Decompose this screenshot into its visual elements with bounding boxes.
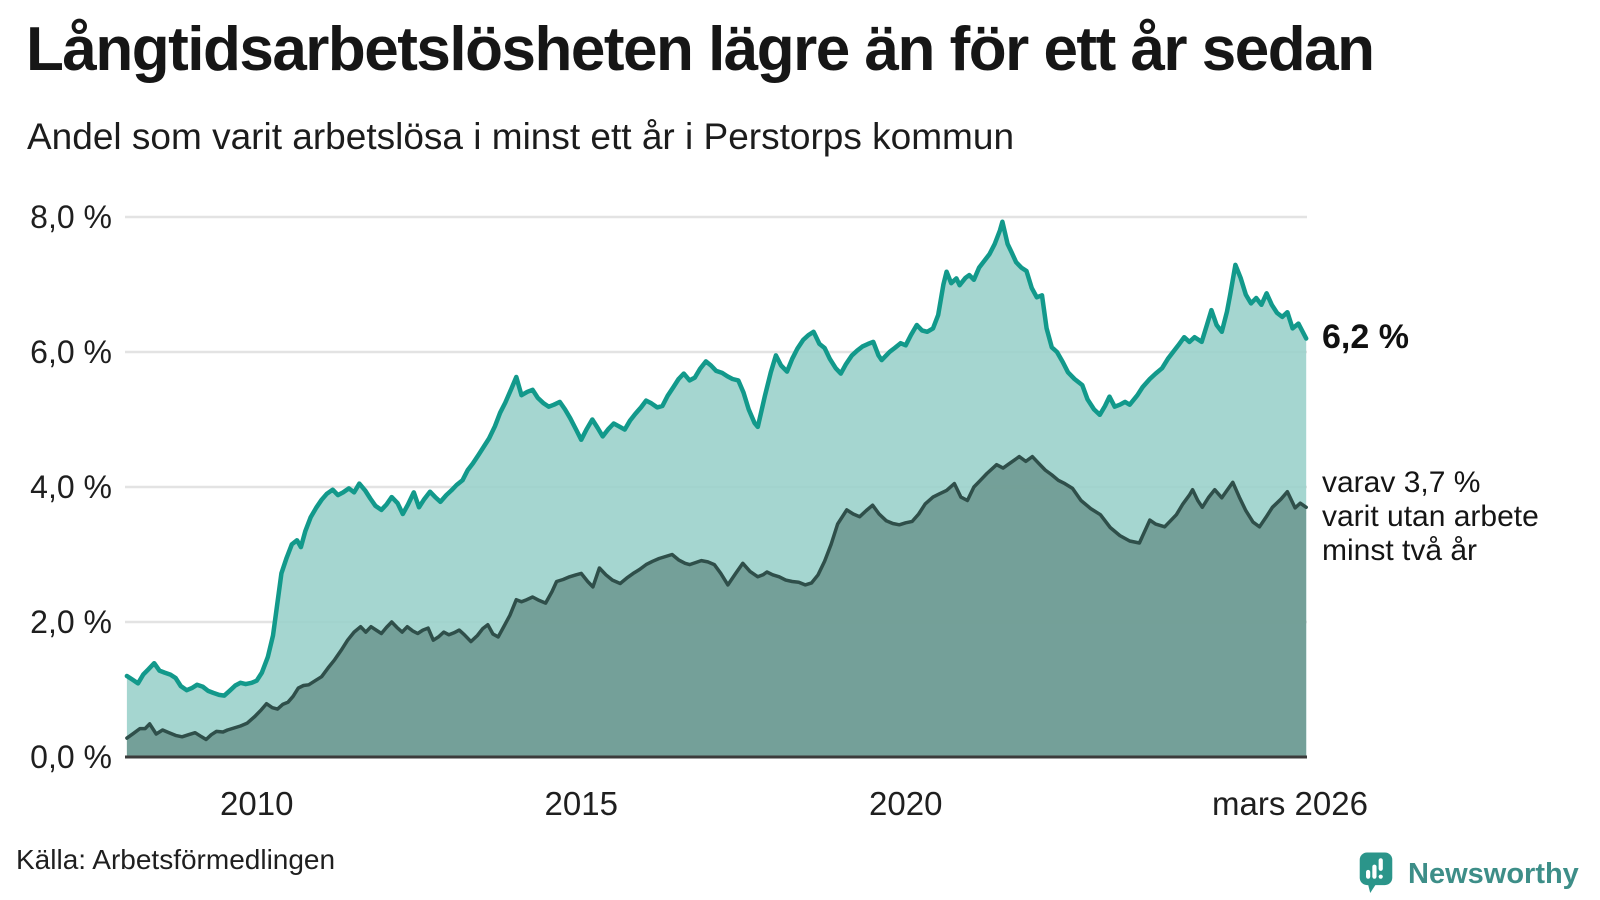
total-unemployed-line (124, 219, 1309, 698)
page-subtitle: Andel som varit arbetslösa i minst ett å… (27, 116, 1015, 157)
two-year-unemployed-line (125, 454, 1308, 742)
y-axis-tick-0: 0,0 % (30, 739, 112, 775)
two-year-annotation-line-2: varit utan arbete (1322, 500, 1539, 533)
two-year-annotation-line-1: varav 3,7 % (1322, 466, 1481, 499)
page-title: Långtidsarbetslösheten lägre än för ett … (26, 15, 1375, 84)
x-axis-tick-2020: 2020 (869, 785, 943, 822)
x-axis-tick-mars-2026: mars 2026 (1212, 785, 1368, 822)
y-axis-tick-6: 6,0 % (30, 334, 112, 370)
x-axis-tick-2015: 2015 (544, 785, 618, 822)
y-axis-tick-8: 8,0 % (30, 199, 112, 235)
x-axis-tick-2010: 2010 (220, 785, 294, 822)
newsworthy-wordmark: Newsworthy (1408, 858, 1579, 890)
y-axis-tick-4: 4,0 % (30, 469, 112, 505)
newsworthy-logo: Newsworthy (1358, 852, 1579, 894)
y-axis-tick-2: 2,0 % (30, 604, 112, 640)
source-attribution: Källa: Arbetsförmedlingen (16, 844, 336, 875)
latest-total-value-label: 6,2 % (1322, 318, 1409, 356)
two-year-annotation-line-3: minst två år (1322, 534, 1478, 567)
newsworthy-speech-bubble-chart-icon (1359, 852, 1393, 893)
two-year-unemployed-area (126, 456, 1307, 757)
two-year-series-annotation: varav 3,7 % varit utan arbete minst två … (1322, 466, 1592, 568)
